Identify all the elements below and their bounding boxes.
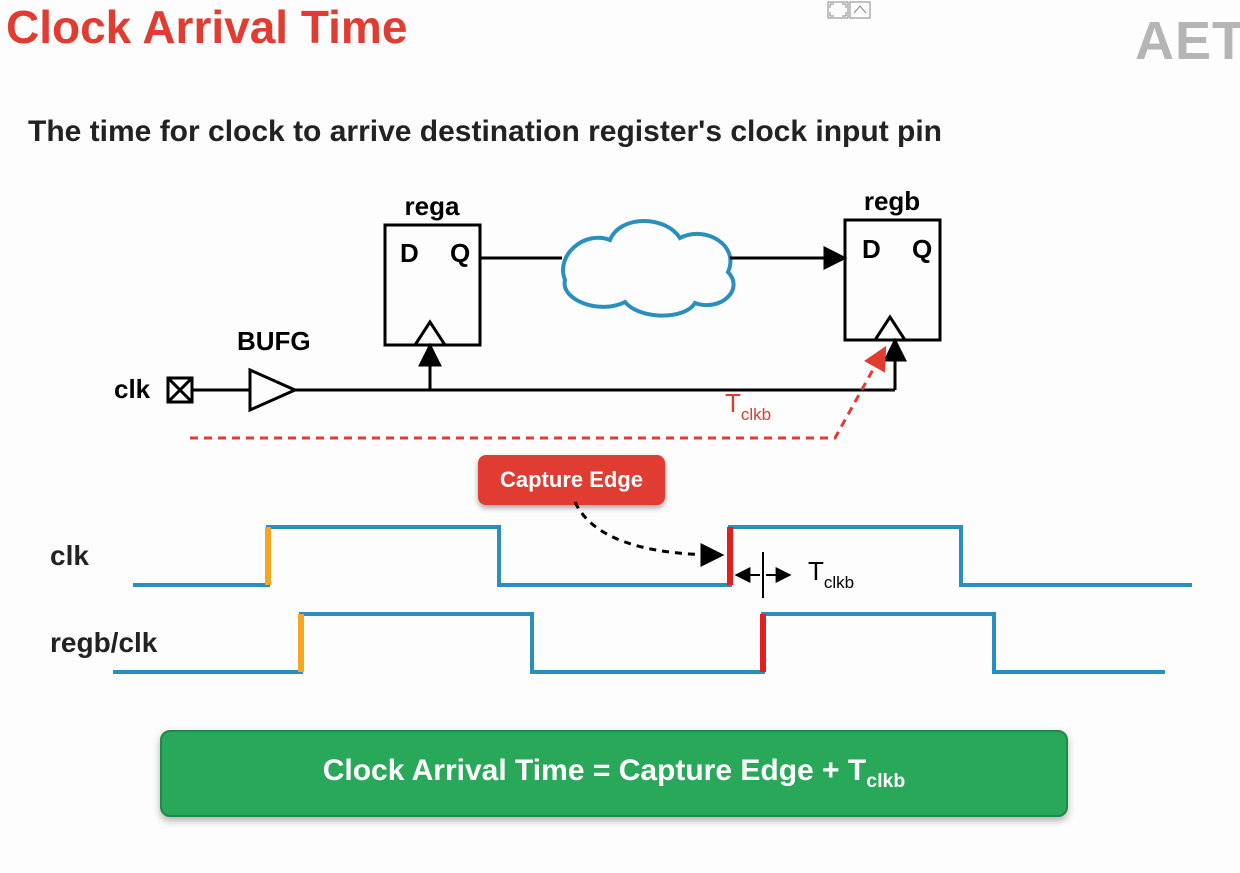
formula-box: Clock Arrival Time = Capture Edge + Tclk… <box>160 730 1068 817</box>
clk-wave <box>133 527 1192 585</box>
tclkb-wave-label: Tclkb <box>808 556 854 592</box>
regb-clk-wave <box>113 614 1165 672</box>
tclkb-marker <box>736 552 790 598</box>
wave-label-regbclk: regb/clk <box>50 627 157 659</box>
capture-arrow <box>575 502 722 555</box>
wave-label-clk: clk <box>50 540 89 572</box>
